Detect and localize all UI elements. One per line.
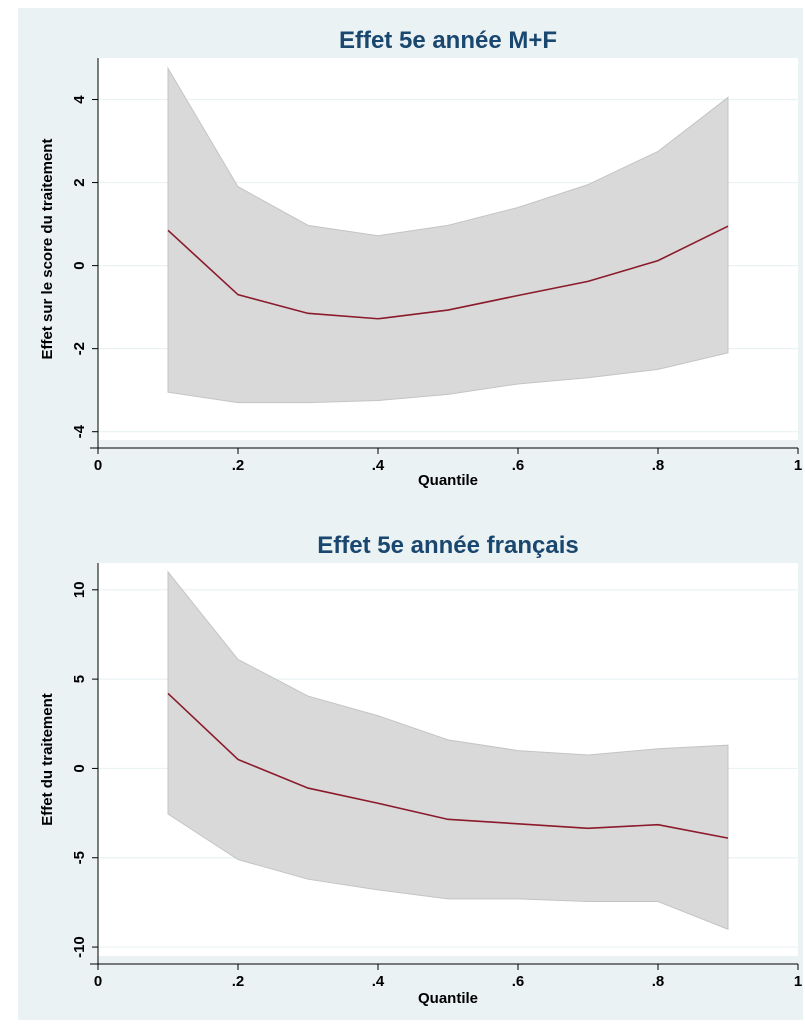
y-tick-label: 0	[71, 764, 88, 772]
y-tick-label: 0	[71, 261, 88, 269]
y-axis-title: Effet sur le score du traitement	[39, 139, 56, 360]
confidence-band	[167, 570, 729, 930]
chart-title: Effet 5e année M+F	[339, 27, 557, 54]
figure-background: 0 .2 .4 .6 .8 1 -4 -2 0 2 4 Effet 5e année M+F Quant…	[18, 8, 803, 1020]
y-tick-label: 10	[71, 581, 88, 598]
y-tick-label: -4	[71, 424, 88, 438]
estimate-line	[167, 225, 729, 320]
chart-title: Effet 5e année français	[317, 532, 578, 559]
x-tick-label: .2	[232, 457, 245, 474]
x-tick-label: 0	[94, 973, 102, 990]
x-tick-label: .2	[232, 973, 245, 990]
x-tick-label: 0	[94, 457, 102, 474]
x-tick-label: .8	[652, 973, 665, 990]
y-tick-label: -5	[71, 851, 88, 864]
x-axis-title: Quantile	[418, 472, 478, 489]
x-tick-label: .6	[512, 973, 525, 990]
x-tick-label: .4	[372, 973, 385, 990]
x-tick-label: 1	[794, 973, 802, 990]
x-tick-label: .6	[512, 457, 525, 474]
quantile-charts: 0 .2 .4 .6 .8 1 -4 -2 0 2 4 Effet 5e année M+F Quant…	[39, 27, 802, 1007]
chart-top: 0 .2 .4 .6 .8 1 -4 -2 0 2 4 Effet 5e année M+F Quant…	[39, 27, 802, 489]
estimate-line	[167, 692, 729, 839]
y-tick-label: -2	[71, 342, 88, 355]
x-tick-label: .8	[652, 457, 665, 474]
y-tick-label: 5	[71, 675, 88, 683]
confidence-band	[167, 66, 729, 404]
x-tick-label: .4	[372, 457, 385, 474]
y-tick-label: -10	[71, 936, 88, 958]
y-axis-title: Effet du traitement	[39, 693, 56, 826]
x-axis-title: Quantile	[418, 990, 478, 1007]
y-tick-label: 4	[71, 95, 88, 104]
y-tick-label: 2	[71, 178, 88, 186]
x-tick-label: 1	[794, 457, 802, 474]
chart-bottom: 0 .2 .4 .6 .8 1 -10 -5 0 5 10 Effet 5e année frança…	[39, 532, 802, 1007]
